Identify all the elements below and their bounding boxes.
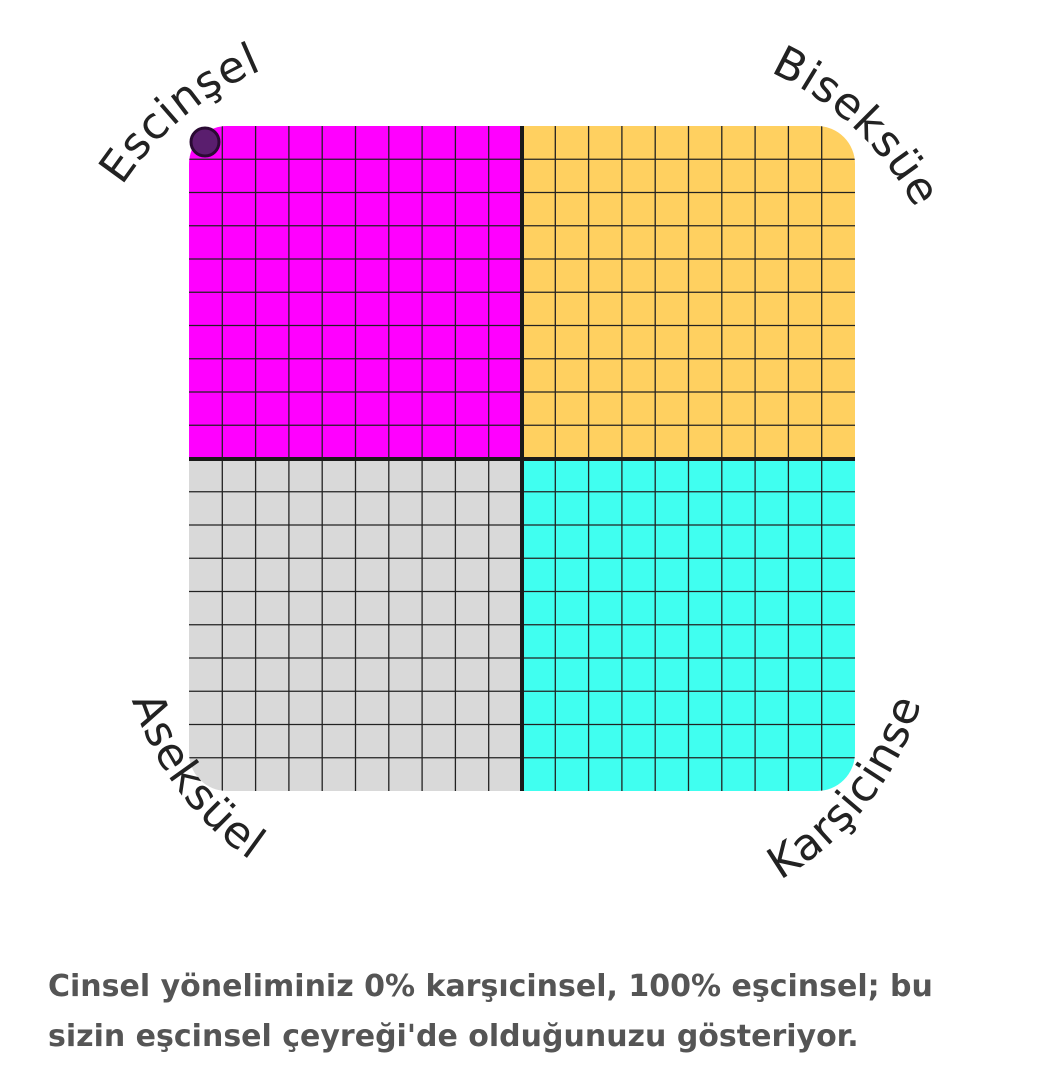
result-point bbox=[189, 126, 221, 158]
orientation-chart: Escinşel Biseksüel Aseksüel Karşicinsel bbox=[0, 0, 949, 890]
result-description: Cinsel yöneliminiz 0% karşıcinsel, 100% … bbox=[48, 969, 933, 1054]
